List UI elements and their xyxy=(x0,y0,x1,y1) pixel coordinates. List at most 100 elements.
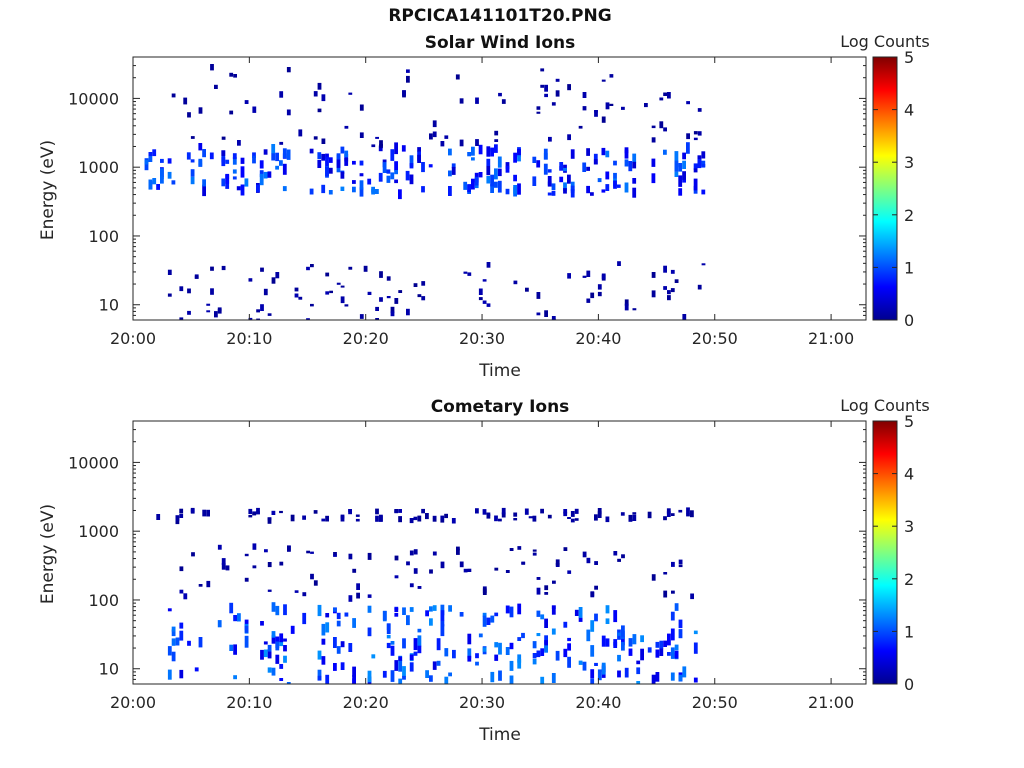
spectrogram-cell xyxy=(221,157,226,167)
spectrogram-cell xyxy=(398,678,403,684)
spectrogram-cell xyxy=(371,186,375,195)
spectrogram-cell xyxy=(359,160,364,166)
spectrogram-cell xyxy=(202,184,206,197)
spectrogram-cell xyxy=(217,544,222,550)
spectrogram-cell xyxy=(344,125,349,129)
spectrogram-cell xyxy=(409,607,414,612)
spectrogram-cell xyxy=(294,590,299,593)
spectrogram-cell xyxy=(670,672,675,681)
y-tick-label: 1000 xyxy=(78,522,119,541)
spectrogram-cell xyxy=(202,149,206,158)
spectrogram-cell xyxy=(310,264,314,268)
spectrogram-cell xyxy=(674,160,679,172)
spectrogram-cell xyxy=(655,641,660,648)
spectrogram-cell xyxy=(613,180,617,189)
spectrogram-cell xyxy=(225,174,230,184)
solar-wind-x-label: Time xyxy=(478,361,521,381)
spectrogram-cell xyxy=(601,116,606,123)
spectrogram-cell xyxy=(248,317,253,320)
spectrogram-cell xyxy=(536,312,541,316)
spectrogram-cell xyxy=(701,151,706,159)
spectrogram-cell xyxy=(402,90,406,96)
spectrogram-cell xyxy=(540,68,545,72)
solar-wind-frame xyxy=(132,56,867,321)
spectrogram-cell xyxy=(678,175,683,187)
x-tick-label: 20:10 xyxy=(226,329,272,348)
spectrogram-cell xyxy=(451,166,456,175)
spectrogram-cell xyxy=(179,317,184,320)
spectrogram-cell xyxy=(498,642,502,655)
spectrogram-cell xyxy=(693,163,698,170)
spectrogram-cell xyxy=(244,553,249,557)
spectrogram-cell xyxy=(267,644,272,652)
spectrogram-cell xyxy=(194,275,199,279)
spectrogram-cell xyxy=(167,669,172,680)
spectrogram-cell xyxy=(252,155,256,164)
spectrogram-cell xyxy=(467,152,471,157)
spectrogram-cell xyxy=(148,156,153,162)
spectrogram-cell xyxy=(440,141,445,147)
spectrogram-cell xyxy=(398,660,403,672)
spectrogram-cell xyxy=(644,103,648,108)
spectrogram-cell xyxy=(651,158,656,167)
spectrogram-cell xyxy=(378,172,383,182)
spectrogram-cell xyxy=(290,625,295,634)
spectrogram-cell xyxy=(275,605,280,616)
spectrogram-cell xyxy=(555,78,560,82)
spectrogram-cell xyxy=(498,92,502,97)
spectrogram-cell xyxy=(432,515,437,519)
spectrogram-cell xyxy=(171,629,176,637)
spectrogram-cell xyxy=(275,272,280,279)
spectrogram-cell xyxy=(317,108,322,113)
spectrogram-cell xyxy=(459,139,464,147)
spectrogram-cell xyxy=(248,508,253,514)
spectrogram-cell xyxy=(636,681,641,684)
spectrogram-cell xyxy=(160,175,164,184)
spectrogram-cell xyxy=(475,97,479,104)
spectrogram-cell xyxy=(386,635,391,639)
spectrogram-cell xyxy=(344,612,349,617)
spectrogram-cell xyxy=(256,318,260,320)
spectrogram-cell xyxy=(624,182,629,193)
spectrogram-cell xyxy=(206,303,211,306)
solar-wind-data xyxy=(144,64,706,320)
spectrogram-cell xyxy=(517,654,522,663)
spectrogram-cell xyxy=(670,628,675,641)
spectrogram-cell xyxy=(582,661,587,671)
spectrogram-cell xyxy=(283,638,287,642)
spectrogram-cell xyxy=(286,682,291,684)
solar-wind-colorbar xyxy=(872,56,898,321)
spectrogram-cell xyxy=(440,620,445,627)
spectrogram-cell xyxy=(578,616,583,622)
spectrogram-cell xyxy=(348,553,353,560)
spectrogram-cell xyxy=(451,518,456,524)
spectrogram-cell xyxy=(617,632,621,636)
y-tick-label: 10 xyxy=(99,660,119,679)
spectrogram-cell xyxy=(563,648,568,658)
spectrogram-cell xyxy=(333,554,337,557)
spectrogram-cell xyxy=(367,627,372,637)
spectrogram-cell xyxy=(666,508,671,514)
spectrogram-cell xyxy=(482,588,487,595)
spectrogram-cell xyxy=(313,136,318,140)
spectrogram-cell xyxy=(567,174,571,184)
spectrogram-cell xyxy=(398,509,402,513)
spectrogram-cell xyxy=(536,577,541,580)
spectrogram-cell xyxy=(547,176,552,187)
cometary-panel: Cometary Ions 20:00 20:10 20:20 20:30 20:40 2… xyxy=(38,396,930,745)
spectrogram-cell xyxy=(517,153,521,162)
x-tick-label: 20:10 xyxy=(226,693,272,712)
spectrogram-cell xyxy=(333,663,337,671)
spectrogram-cell xyxy=(283,655,287,663)
spectrogram-cell xyxy=(244,100,249,104)
spectrogram-cell xyxy=(693,131,698,135)
spectrogram-cell xyxy=(525,287,529,292)
spectrogram-cell xyxy=(670,513,675,516)
spectrogram-cell xyxy=(613,610,618,623)
colorbar-tick-label: 0 xyxy=(904,675,914,694)
spectrogram-cell xyxy=(536,587,541,595)
spectrogram-cell xyxy=(597,284,602,290)
spectrogram-cell xyxy=(494,130,499,136)
spectrogram-cell xyxy=(240,166,245,178)
spectrogram-cell xyxy=(536,610,541,617)
